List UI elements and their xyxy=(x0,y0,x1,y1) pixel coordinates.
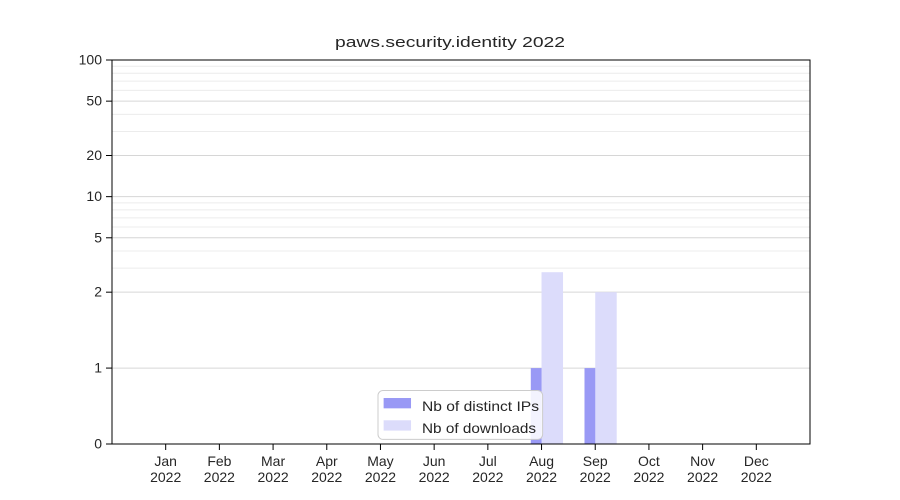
svg-text:Jan: Jan xyxy=(154,453,177,469)
svg-text:2022: 2022 xyxy=(687,469,718,485)
svg-text:Jul: Jul xyxy=(479,453,497,469)
svg-text:2022: 2022 xyxy=(204,469,235,485)
svg-text:1: 1 xyxy=(94,360,102,376)
svg-text:Dec: Dec xyxy=(744,453,769,469)
svg-text:Aug: Aug xyxy=(529,453,554,469)
svg-text:2022: 2022 xyxy=(741,469,772,485)
svg-text:2022: 2022 xyxy=(633,469,664,485)
svg-text:2022: 2022 xyxy=(580,469,611,485)
svg-text:2022: 2022 xyxy=(311,469,342,485)
svg-text:2022: 2022 xyxy=(365,469,396,485)
svg-text:Nb of distinct IPs: Nb of distinct IPs xyxy=(422,398,539,414)
svg-text:Oct: Oct xyxy=(638,453,660,469)
svg-text:2022: 2022 xyxy=(419,469,450,485)
svg-text:Nb of downloads: Nb of downloads xyxy=(422,420,536,436)
svg-text:2022: 2022 xyxy=(150,469,181,485)
svg-text:Nov: Nov xyxy=(690,453,715,469)
svg-text:Feb: Feb xyxy=(207,453,231,469)
svg-text:2022: 2022 xyxy=(472,469,503,485)
svg-text:paws.security.identity 2022: paws.security.identity 2022 xyxy=(335,34,565,51)
svg-text:Jun: Jun xyxy=(423,453,446,469)
svg-text:2022: 2022 xyxy=(526,469,557,485)
svg-text:Mar: Mar xyxy=(261,453,285,469)
svg-text:20: 20 xyxy=(86,147,102,163)
svg-text:0: 0 xyxy=(94,436,102,452)
svg-text:2022: 2022 xyxy=(258,469,289,485)
svg-text:10: 10 xyxy=(86,188,102,204)
svg-text:May: May xyxy=(367,453,393,469)
svg-text:2: 2 xyxy=(94,284,102,300)
svg-text:Sep: Sep xyxy=(583,453,608,469)
svg-text:50: 50 xyxy=(86,93,102,109)
svg-text:5: 5 xyxy=(94,229,102,245)
svg-text:Apr: Apr xyxy=(316,453,338,469)
svg-text:100: 100 xyxy=(79,52,103,68)
